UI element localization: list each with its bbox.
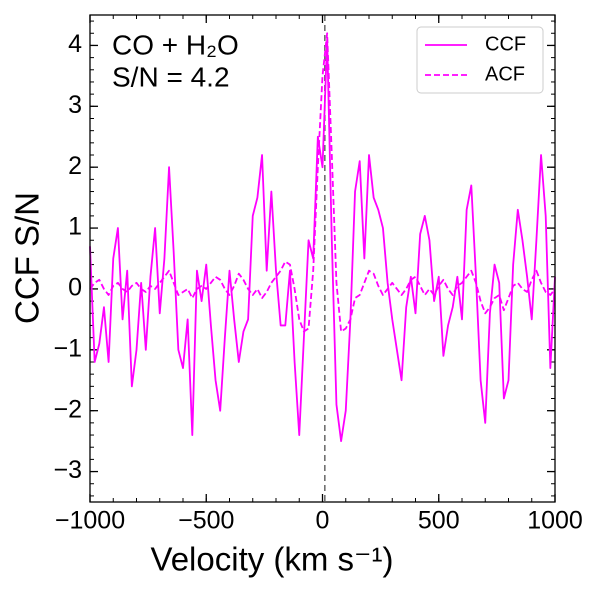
- x-axis-label: Velocity (km s⁻¹): [151, 541, 394, 578]
- y-tick-label: 2: [68, 152, 82, 180]
- ccf-line: [89, 38, 556, 443]
- acf-line: [89, 32, 556, 333]
- x-tick-label: −1000: [55, 507, 125, 535]
- legend-box: [416, 26, 544, 94]
- y-tick-label: 4: [68, 30, 82, 58]
- plot-frame: [89, 14, 556, 503]
- y-tick-label: −3: [53, 456, 82, 484]
- annotation: CO + H₂O: [112, 29, 239, 60]
- y-tick-label: 0: [68, 274, 82, 302]
- y-tick-label: 1: [68, 213, 82, 241]
- y-tick-label: 3: [68, 91, 82, 119]
- y-tick-label: −2: [53, 395, 82, 423]
- legend-label: ACF: [485, 63, 525, 85]
- y-tick-label: −1: [53, 334, 82, 362]
- legend-label: CCF: [485, 33, 526, 55]
- x-tick-label: 0: [316, 507, 330, 535]
- y-axis-label: CCF S/N: [9, 192, 46, 324]
- x-tick-label: −500: [178, 507, 234, 535]
- x-tick-label: 1000: [527, 507, 583, 535]
- annotation: S/N = 4.2: [112, 61, 230, 92]
- x-tick-label: 500: [418, 507, 460, 535]
